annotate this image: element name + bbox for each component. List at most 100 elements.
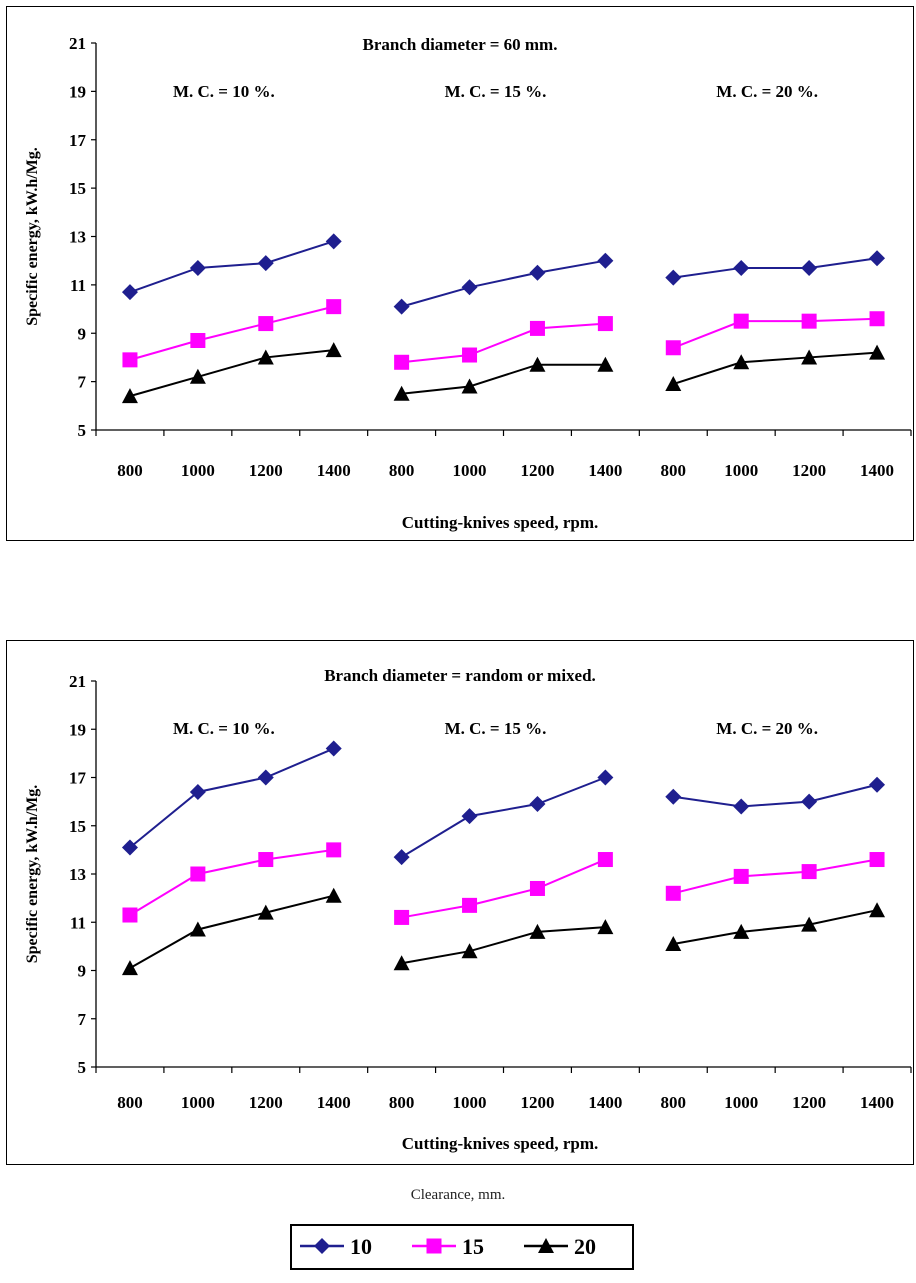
data-point-20: [733, 923, 750, 939]
data-point-10: [325, 740, 342, 757]
data-point-10: [121, 839, 138, 856]
chart-title: Branch diameter = 60 mm.: [363, 35, 558, 54]
data-point-10: [189, 783, 206, 800]
x-tick-label: 1400: [317, 461, 351, 480]
x-tick-label: 1400: [588, 461, 622, 480]
y-tick-label: 19: [69, 720, 86, 739]
y-tick-label: 19: [69, 82, 86, 101]
data-point-20: [393, 955, 410, 971]
y-tick-label: 13: [69, 865, 86, 884]
data-point-20: [257, 904, 274, 920]
series-line-20: [401, 363, 606, 395]
data-point-10: [801, 793, 818, 810]
data-point-10: [325, 233, 342, 250]
data-point-15: [733, 868, 749, 884]
legend-marker-10: [314, 1238, 330, 1254]
data-point-15: [122, 352, 138, 368]
group-label: M. C. = 20 %.: [716, 82, 818, 101]
data-point-10: [121, 284, 138, 301]
legend-marker-15: [426, 1238, 442, 1254]
data-point-15: [869, 852, 885, 868]
data-point-15: [326, 842, 342, 858]
x-tick-label: 1200: [792, 461, 826, 480]
data-point-15: [326, 299, 342, 315]
series-line-20: [672, 351, 878, 385]
y-axis-label: Specific energy, kW.h/Mg.: [24, 785, 41, 964]
series-line-15: [401, 858, 606, 919]
data-point-15: [462, 347, 478, 363]
legend-svg: 10 15 20: [300, 1234, 596, 1259]
data-point-20: [665, 376, 682, 392]
chart-panel-top: 5 7 9 11 13 15 17 19 21 Branch diameter = 60 mm. C…: [6, 6, 914, 541]
group-label: M. C. = 15 %.: [445, 719, 547, 738]
data-point-15: [394, 354, 410, 370]
data-point-15: [190, 333, 206, 349]
x-tick-label: 1400: [860, 1093, 894, 1112]
data-point-20: [325, 342, 342, 358]
series-line-10: [673, 257, 878, 279]
data-point-20: [189, 921, 206, 937]
data-point-20: [121, 960, 138, 976]
data-point-10: [869, 776, 886, 793]
x-tick-label: 1200: [792, 1093, 826, 1112]
series-line-15: [673, 858, 878, 895]
data-point-20: [597, 356, 614, 372]
chart-panel-bottom: 5 7 9 11 13 15 17 19 21 Branch diameter = random …: [6, 640, 914, 1165]
data-point-15: [801, 864, 817, 880]
data-point-20: [733, 354, 750, 370]
x-tick-label: 800: [117, 461, 143, 480]
y-tick-label: 17: [69, 769, 87, 788]
x-tick-label: 1400: [317, 1093, 351, 1112]
x-tick-label: 800: [389, 461, 415, 480]
series-line-20: [129, 894, 334, 969]
data-point-15: [394, 909, 410, 925]
x-axis-label: Cutting-knives speed, rpm.: [402, 1134, 598, 1153]
series-line-20: [673, 909, 878, 945]
data-point-15: [122, 907, 138, 923]
data-point-10: [597, 769, 614, 786]
data-point-20: [801, 916, 818, 932]
series-line-20: [401, 926, 606, 965]
data-point-10: [733, 798, 750, 815]
chart-svg-bottom: 5 7 9 11 13 15 17 19 21 Branch diameter = random …: [24, 666, 912, 1153]
chart-title: Branch diameter = random or mixed.: [324, 666, 596, 685]
x-tick-label: 1400: [588, 1093, 622, 1112]
data-point-15: [190, 866, 206, 882]
data-point-10: [869, 250, 886, 267]
data-point-20: [529, 356, 546, 372]
x-tick-label: 800: [117, 1093, 143, 1112]
x-tick-label: 1000: [453, 461, 487, 480]
y-tick-label: 21: [69, 672, 86, 691]
clearance-caption: Clearance, mm.: [410, 1187, 506, 1203]
data-point-10: [257, 769, 274, 786]
data-point-10: [665, 788, 682, 805]
x-tick-label: 1200: [520, 1093, 554, 1112]
y-tick-label: 9: [78, 962, 87, 981]
data-point-10: [257, 255, 274, 272]
y-axis-label: Specific energy, kW.h/Mg.: [24, 147, 41, 326]
data-point-20: [189, 368, 206, 384]
y-tick-label: 11: [70, 276, 86, 295]
data-point-20: [461, 943, 478, 959]
data-point-10: [529, 264, 546, 281]
x-tick-label: 800: [661, 1093, 687, 1112]
series-line-10: [129, 240, 335, 294]
series-line-10: [129, 747, 335, 849]
data-point-20: [801, 349, 818, 365]
data-point-20: [461, 378, 478, 394]
y-tick-label: 15: [69, 179, 86, 198]
data-point-15: [258, 316, 274, 332]
data-point-10: [189, 259, 206, 276]
legend-label-20: 20: [574, 1234, 596, 1259]
x-axis-label: Cutting-knives speed, rpm.: [402, 513, 598, 532]
chart-svg-top: 5 7 9 11 13 15 17 19 21 Branch diameter = 60 mm. C…: [24, 34, 912, 532]
y-tick-label: 7: [78, 373, 87, 392]
data-point-20: [121, 388, 138, 404]
y-tick-label: 13: [69, 228, 86, 247]
x-tick-label: 1400: [860, 461, 894, 480]
data-point-15: [258, 852, 274, 868]
data-point-10: [801, 259, 818, 276]
x-tick-label: 1000: [181, 461, 215, 480]
group-label: M. C. = 20 %.: [716, 719, 818, 738]
data-point-15: [665, 885, 681, 901]
